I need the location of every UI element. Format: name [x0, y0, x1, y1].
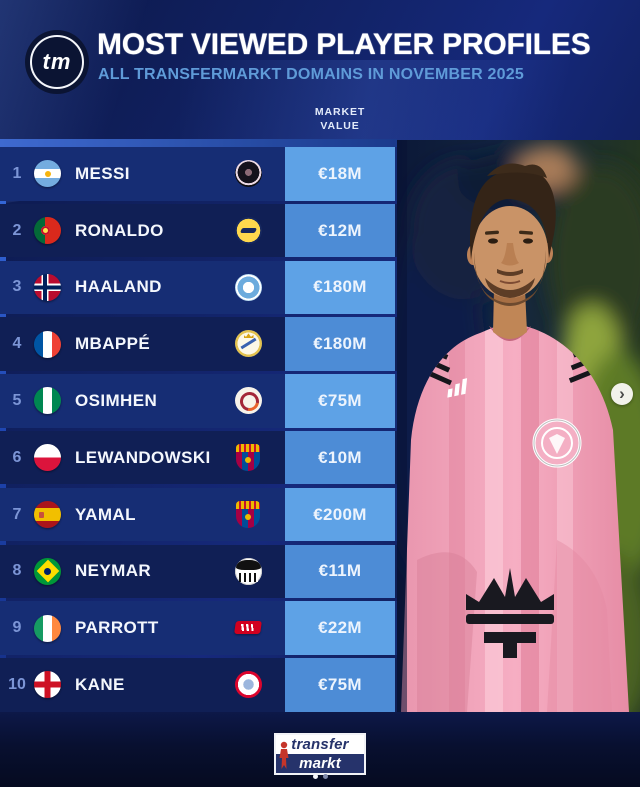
ireland-flag-icon — [34, 614, 61, 642]
az-alkmaar-badge-icon — [234, 621, 262, 635]
carousel-dots — [0, 774, 640, 779]
table-row: 1 MESSI €18M — [0, 147, 397, 201]
galatasaray-badge-icon — [235, 387, 262, 415]
market-value-header-line1: MARKET — [314, 106, 366, 118]
rank-label: 7 — [12, 505, 22, 523]
rank-label: 2 — [12, 221, 22, 239]
carousel-dot-active[interactable] — [312, 774, 318, 779]
list-top-strip — [0, 139, 397, 147]
page-title: MOST VIEWED PLAYER PROFILES — [97, 28, 591, 61]
rank-label: 5 — [12, 391, 22, 409]
table-row: 7 YAMAL €200M — [0, 487, 397, 542]
barcelona-badge-icon — [236, 500, 260, 528]
man-city-badge-icon — [235, 273, 262, 301]
market-value: €180M — [285, 260, 395, 315]
table-row: 4 MBAPPÉ €180M — [0, 317, 397, 371]
player-photo — [397, 140, 640, 712]
nigeria-flag-icon — [34, 387, 61, 415]
market-value: €12M — [285, 203, 395, 258]
transfermarkt-wordmark-logo: transfer markt — [274, 733, 366, 775]
player-name: PARROTT — [75, 618, 159, 638]
bayern-badge-icon — [235, 671, 262, 699]
transfermarkt-tm-logo-icon: tm — [25, 30, 89, 94]
player-name: OSIMHEN — [75, 390, 158, 410]
table-row: 6 LEWANDOWSKI €10M — [0, 430, 397, 485]
market-value-column-header: MARKET VALUE — [285, 106, 395, 133]
market-value: €10M — [285, 430, 395, 485]
page-subtitle: ALL TRANSFERMARKT DOMAINS IN NOVEMBER 20… — [98, 66, 524, 83]
player-name: HAALAND — [75, 277, 162, 297]
player-name: MESSI — [75, 163, 130, 183]
market-value: €200M — [285, 487, 395, 542]
rank-label: 6 — [12, 448, 22, 466]
carousel-next-button[interactable]: › — [611, 383, 633, 405]
chevron-right-icon: › — [619, 383, 625, 403]
table-row: 5 OSIMHEN €75M — [0, 374, 397, 428]
table-row: 8 NEYMAR €11M — [0, 544, 397, 599]
market-value: €180M — [285, 317, 395, 371]
player-name: YAMAL — [75, 504, 136, 524]
al-nassr-badge-icon — [235, 216, 262, 244]
table-row: 3 HAALAND €180M — [0, 260, 397, 315]
barcelona-badge-icon — [236, 443, 260, 471]
player-ranking-table: 1 MESSI €18M 2 RONALDO €12M 3 HAALAND €1… — [0, 147, 397, 715]
wordmark-markt: markt — [299, 755, 341, 772]
poland-flag-icon — [34, 444, 61, 472]
player-name: LEWANDOWSKI — [75, 447, 211, 467]
market-value: €75M — [285, 374, 395, 428]
santos-badge-icon — [235, 557, 262, 585]
messi-photo-illustration — [397, 140, 640, 712]
rank-label: 10 — [8, 675, 26, 693]
market-value: €75M — [285, 658, 395, 712]
england-flag-icon — [34, 671, 61, 699]
inter-miami-badge-icon — [235, 160, 262, 187]
rank-label: 1 — [12, 164, 22, 182]
carousel-dot[interactable] — [322, 774, 328, 779]
argentina-flag-icon — [34, 160, 61, 188]
table-row: 2 RONALDO €12M — [0, 203, 397, 258]
table-row: 9 PARROTT €22M — [0, 601, 397, 655]
tm-logo-text: tm — [42, 49, 72, 74]
player-name: KANE — [75, 674, 125, 694]
spain-flag-icon — [34, 501, 61, 529]
market-value: €11M — [285, 544, 395, 599]
rank-label: 3 — [12, 278, 22, 296]
player-name: MBAPPÉ — [75, 334, 151, 354]
market-value: €18M — [285, 147, 395, 201]
norway-flag-icon — [34, 273, 61, 301]
market-value: €22M — [285, 601, 395, 655]
real-madrid-badge-icon — [235, 330, 262, 358]
brazil-flag-icon — [34, 557, 61, 585]
market-value-header-line2: VALUE — [320, 119, 360, 132]
player-name: RONALDO — [75, 220, 164, 240]
player-name: NEYMAR — [75, 561, 152, 581]
rank-label: 8 — [12, 562, 22, 580]
table-row: 10 KANE €75M — [0, 658, 397, 712]
rank-label: 9 — [12, 619, 22, 637]
portugal-flag-icon — [34, 217, 61, 245]
wordmark-transfer: transfer — [291, 736, 349, 753]
rank-label: 4 — [12, 335, 22, 353]
france-flag-icon — [34, 330, 61, 358]
